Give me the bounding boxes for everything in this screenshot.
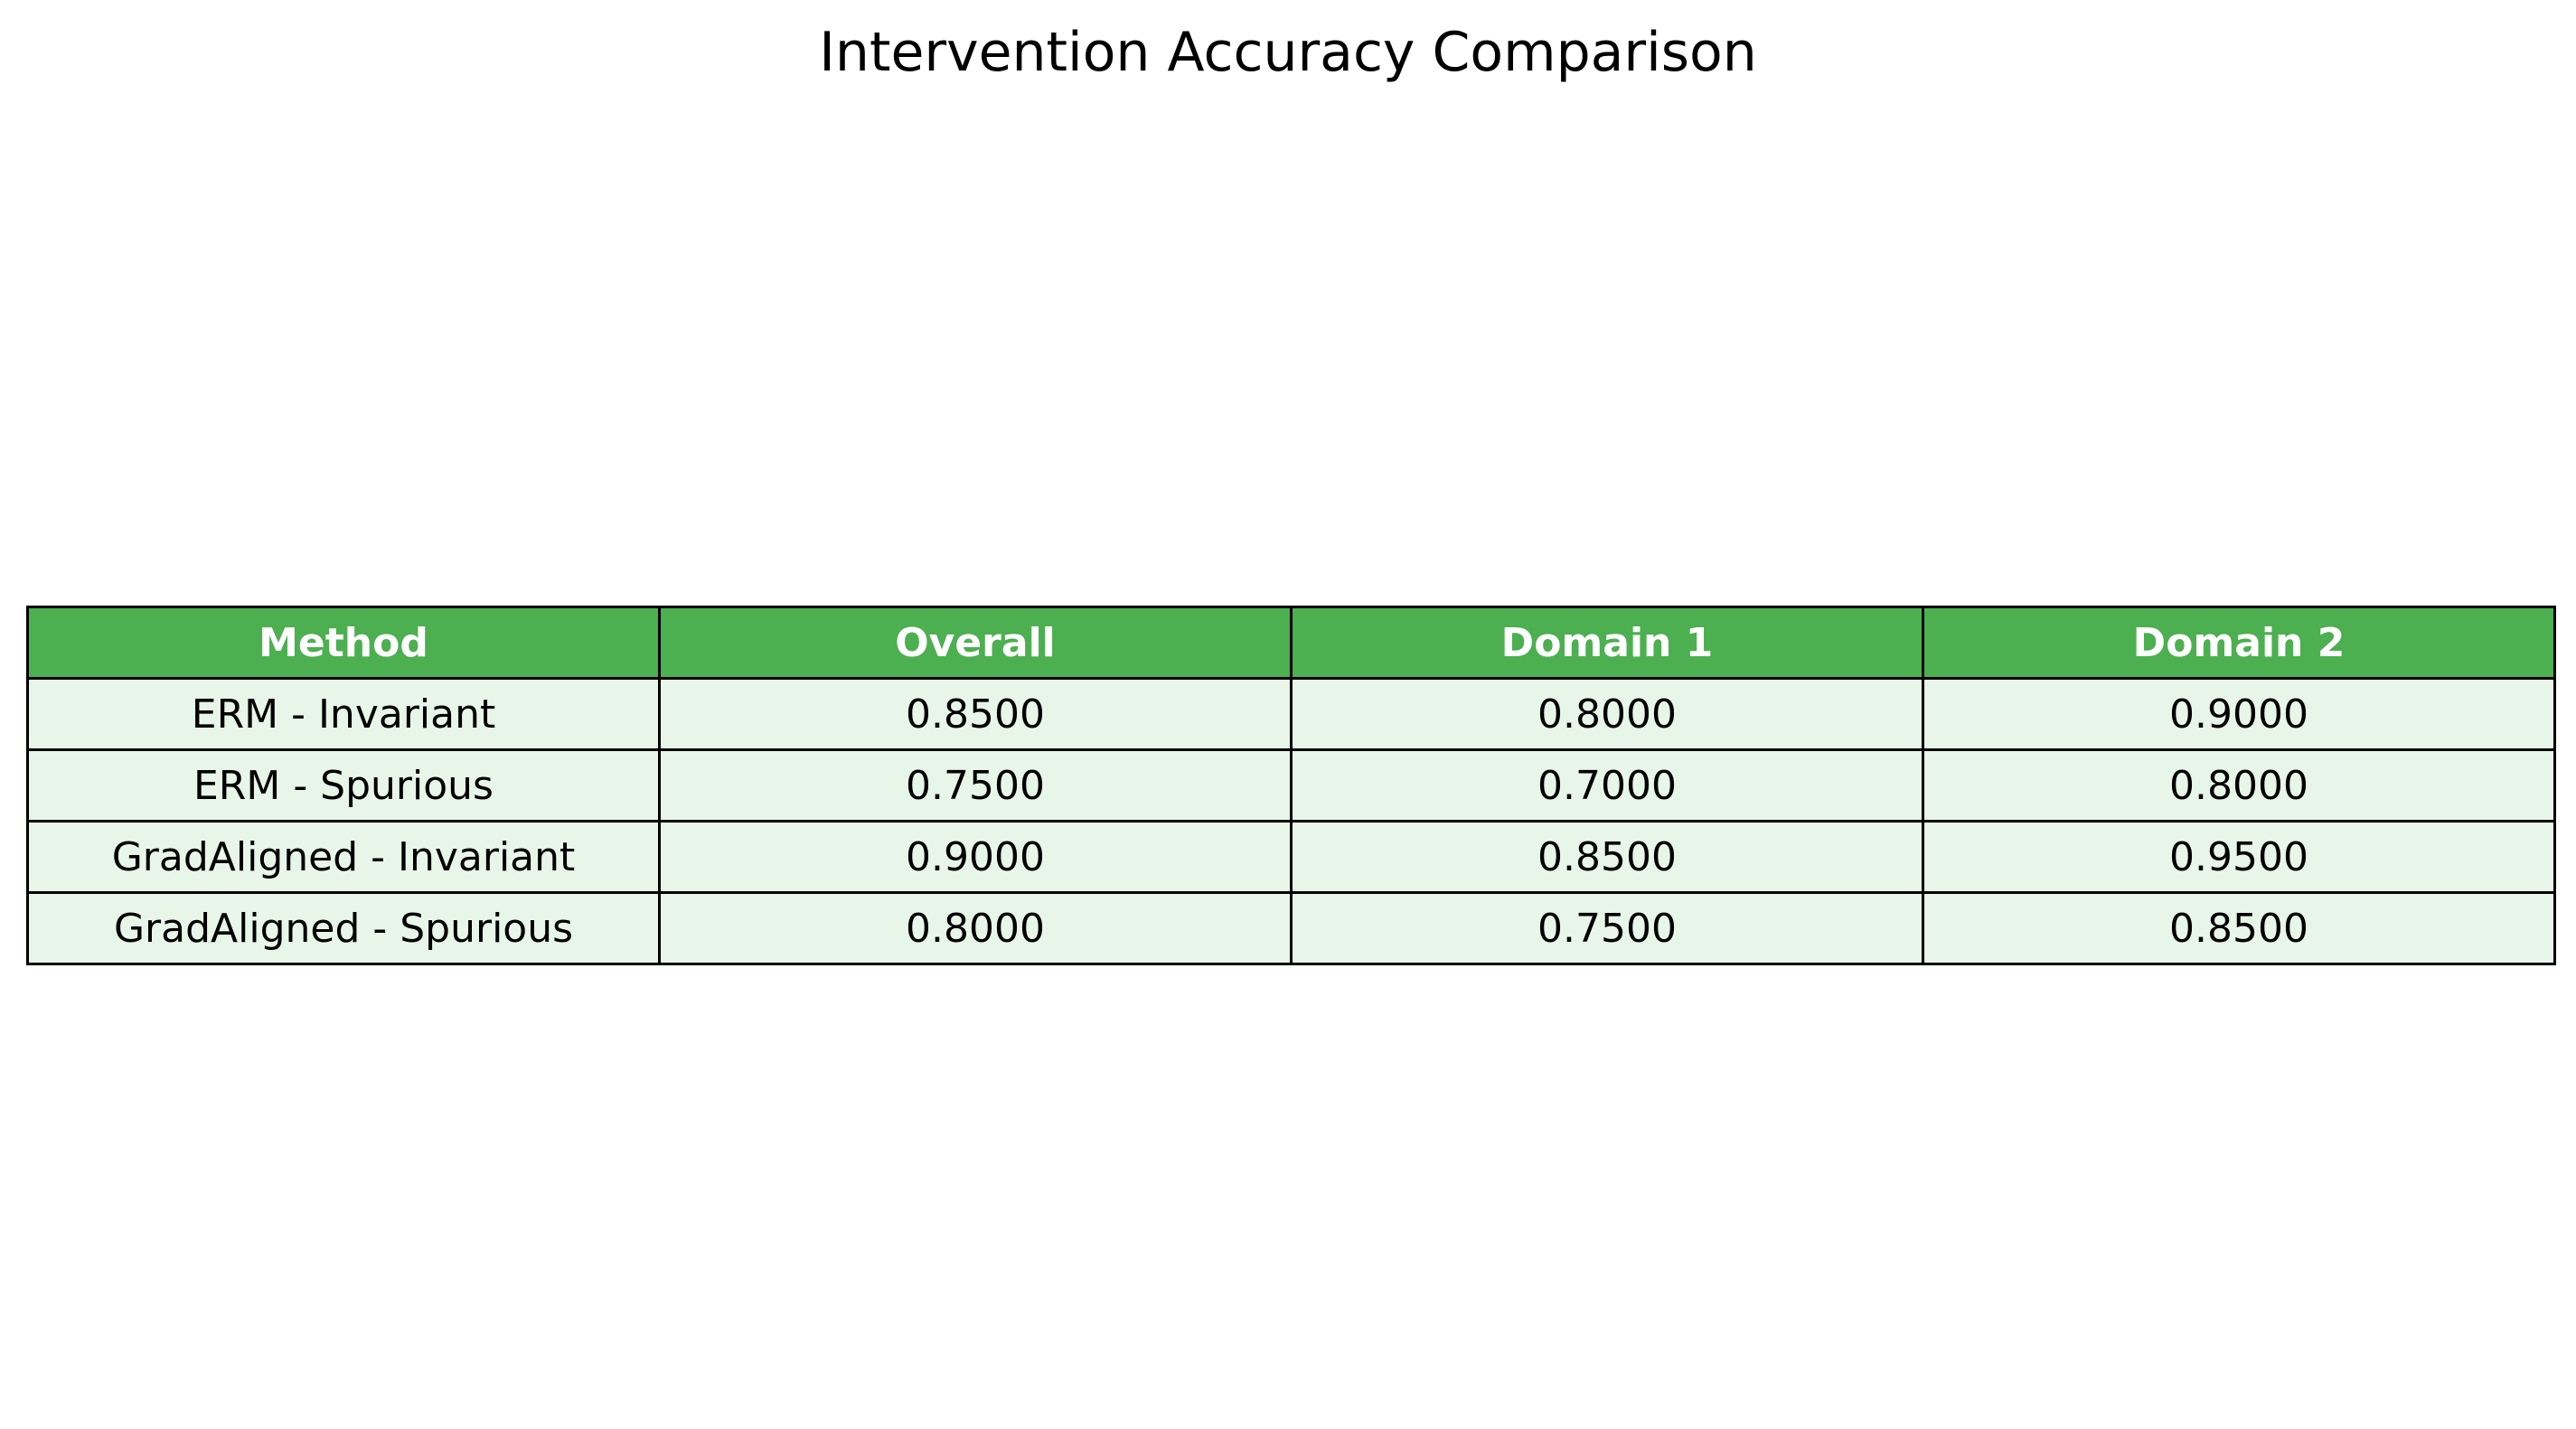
table-cell: 0.9000	[658, 820, 1293, 894]
header-row: Method Overall Domain 1 Domain 2	[26, 606, 2556, 680]
accuracy-table: Method Overall Domain 1 Domain 2 ERM - I…	[26, 606, 2556, 965]
table-cell: ERM - Spurious	[26, 748, 661, 823]
table-row: GradAligned - Spurious 0.8000 0.7500 0.8…	[26, 891, 2556, 965]
table-row: ERM - Spurious 0.7500 0.7000 0.8000	[26, 748, 2556, 823]
table-cell: 0.8000	[1922, 748, 2556, 823]
table-cell: 0.8000	[1290, 677, 1924, 751]
table-cell: 0.8500	[658, 677, 1293, 751]
table-row: GradAligned - Invariant 0.9000 0.8500 0.…	[26, 820, 2556, 894]
table-cell: 0.8500	[1922, 891, 2556, 965]
table-cell: 0.9500	[1922, 820, 2556, 894]
table-cell: GradAligned - Invariant	[26, 820, 661, 894]
table-cell: 0.9000	[1922, 677, 2556, 751]
table-cell: 0.7500	[1290, 891, 1924, 965]
table-cell: 0.7500	[658, 748, 1293, 823]
chart-title: Intervention Accuracy Comparison	[819, 21, 1757, 84]
table-cell: 0.8500	[1290, 820, 1924, 894]
header-cell-domain-2: Domain 2	[1922, 606, 2556, 680]
table-cell: 0.7000	[1290, 748, 1924, 823]
header-cell-domain-1: Domain 1	[1290, 606, 1924, 680]
table-cell: ERM - Invariant	[26, 677, 661, 751]
table-cell: GradAligned - Spurious	[26, 891, 661, 965]
table-cell: 0.8000	[658, 891, 1293, 965]
header-cell-overall: Overall	[658, 606, 1293, 680]
table-row: ERM - Invariant 0.8500 0.8000 0.9000	[26, 677, 2556, 751]
header-cell-method: Method	[26, 606, 661, 680]
